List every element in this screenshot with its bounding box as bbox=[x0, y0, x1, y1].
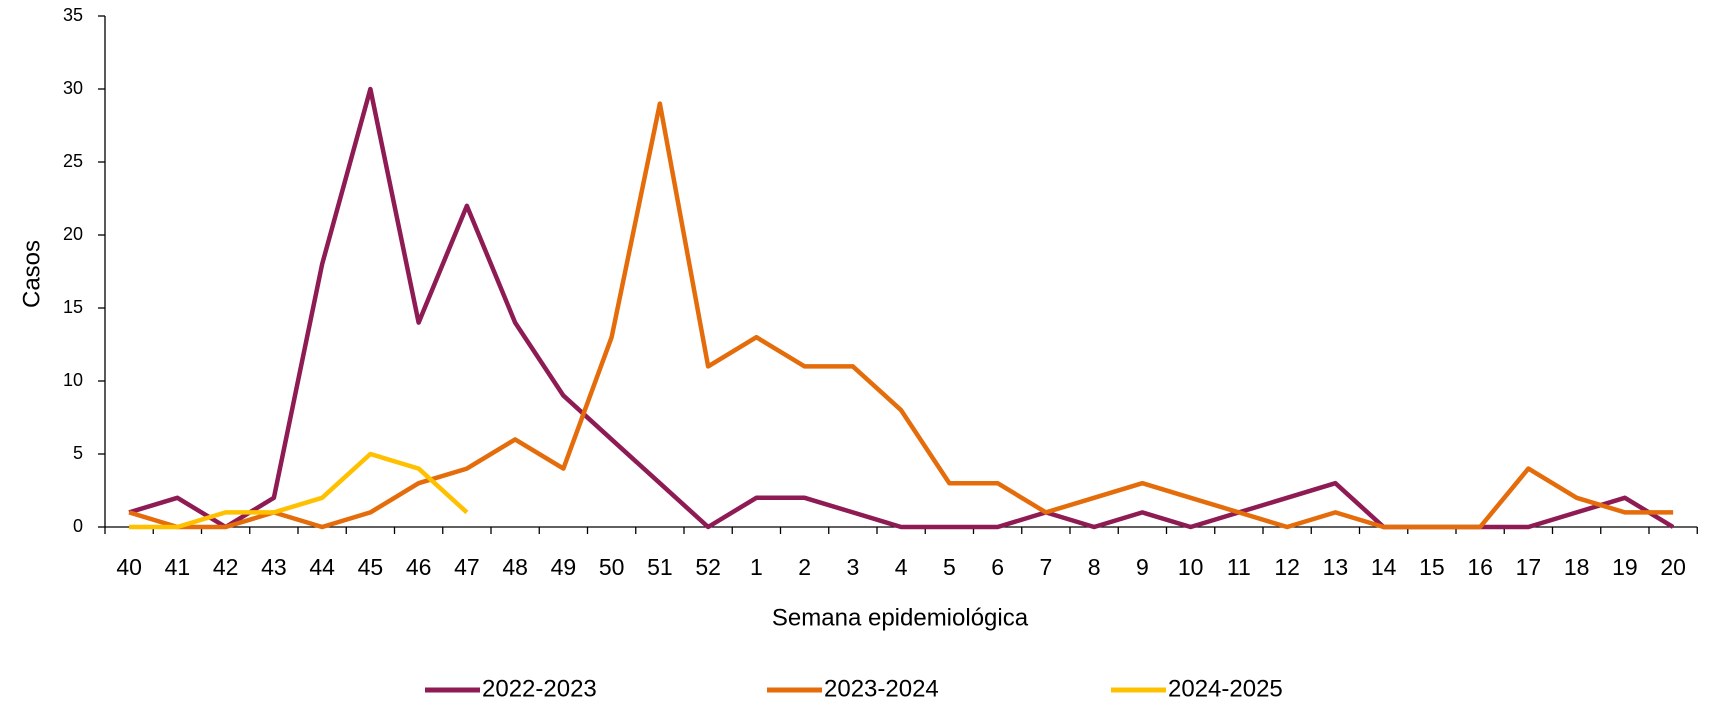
x-tick-label: 14 bbox=[1371, 554, 1397, 580]
x-tick-label: 3 bbox=[846, 554, 859, 580]
x-tick-label: 18 bbox=[1564, 554, 1590, 580]
legend-label: 2022-2023 bbox=[482, 675, 597, 702]
x-tick-label: 43 bbox=[261, 554, 287, 580]
x-tick-label: 45 bbox=[358, 554, 384, 580]
legend-label: 2023-2024 bbox=[824, 675, 939, 702]
y-tick-label: 10 bbox=[63, 370, 83, 390]
x-tick-label: 51 bbox=[647, 554, 673, 580]
x-tick-label: 15 bbox=[1419, 554, 1445, 580]
x-tick-label: 44 bbox=[309, 554, 335, 580]
series-line bbox=[128, 101, 1674, 530]
x-tick-label: 19 bbox=[1612, 554, 1638, 580]
x-tick-label: 48 bbox=[502, 554, 528, 580]
x-tick-label: 8 bbox=[1088, 554, 1101, 580]
y-tick-label: 15 bbox=[63, 297, 83, 317]
x-tick-label: 47 bbox=[454, 554, 480, 580]
x-tick-label: 1 bbox=[750, 554, 763, 580]
y-tick-label: 30 bbox=[63, 78, 83, 98]
series-line bbox=[129, 451, 469, 530]
x-tick-label: 50 bbox=[599, 554, 625, 580]
y-tick-label: 25 bbox=[63, 151, 83, 171]
y-axis-label: Casos bbox=[18, 240, 45, 308]
x-axis-label: Semana epidemiológica bbox=[772, 604, 1029, 631]
x-tick-label: 11 bbox=[1227, 554, 1251, 580]
x-tick-label: 20 bbox=[1660, 554, 1686, 580]
x-tick-label: 16 bbox=[1467, 554, 1493, 580]
x-tick-label: 4 bbox=[895, 554, 908, 580]
x-tick-label: 6 bbox=[991, 554, 1004, 580]
x-tick-label: 40 bbox=[116, 554, 142, 580]
x-tick-label: 10 bbox=[1178, 554, 1204, 580]
x-tick-label: 9 bbox=[1136, 554, 1149, 580]
x-tick-label: 7 bbox=[1039, 554, 1052, 580]
x-tick-label: 49 bbox=[551, 554, 577, 580]
y-tick-label: 35 bbox=[63, 5, 83, 25]
y-tick-label: 0 bbox=[73, 516, 83, 536]
x-tick-label: 41 bbox=[165, 554, 191, 580]
x-tick-label: 12 bbox=[1274, 554, 1300, 580]
x-tick-label: 5 bbox=[943, 554, 956, 580]
legend-label: 2024-2025 bbox=[1168, 675, 1283, 702]
y-tick-label: 20 bbox=[63, 224, 83, 244]
x-tick-label: 17 bbox=[1516, 554, 1542, 580]
x-tick-label: 46 bbox=[406, 554, 432, 580]
x-tick-label: 13 bbox=[1323, 554, 1349, 580]
x-tick-label: 2 bbox=[798, 554, 811, 580]
y-tick-label: 5 bbox=[73, 443, 83, 463]
x-tick-label: 52 bbox=[695, 554, 721, 580]
x-tick-label: 42 bbox=[213, 554, 239, 580]
